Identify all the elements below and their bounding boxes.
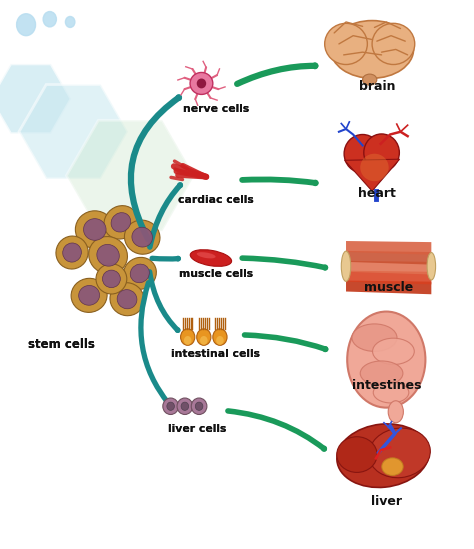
Polygon shape [346,281,431,294]
Text: muscle cells: muscle cells [179,269,253,279]
Ellipse shape [97,244,119,266]
Ellipse shape [360,154,389,181]
Ellipse shape [347,312,426,407]
Ellipse shape [325,23,367,64]
Polygon shape [346,251,431,265]
Text: liver: liver [371,495,402,508]
Ellipse shape [111,212,131,232]
Ellipse shape [110,283,144,316]
Polygon shape [19,85,128,179]
Ellipse shape [177,398,192,414]
Ellipse shape [132,227,153,247]
Ellipse shape [83,219,106,240]
Ellipse shape [364,134,399,171]
Ellipse shape [63,243,82,262]
Text: muscle cells: muscle cells [179,269,253,279]
Ellipse shape [190,72,213,94]
Ellipse shape [117,290,137,309]
Text: intestines: intestines [352,379,421,392]
Ellipse shape [427,253,436,280]
Text: nerve cells: nerve cells [182,104,249,114]
Text: brain: brain [358,80,395,93]
Text: heart: heart [358,187,396,200]
Ellipse shape [104,206,138,239]
Circle shape [17,14,36,36]
Ellipse shape [197,329,211,345]
Text: cardiac cells: cardiac cells [178,195,254,205]
Ellipse shape [341,251,351,281]
Ellipse shape [195,402,203,411]
Text: cardiac cells: cardiac cells [178,195,254,205]
Ellipse shape [373,338,414,365]
Ellipse shape [363,74,377,85]
Ellipse shape [130,264,149,283]
Ellipse shape [388,401,403,423]
Polygon shape [346,261,431,274]
Ellipse shape [96,264,127,294]
Text: nerve cells: nerve cells [182,104,249,114]
Ellipse shape [190,250,232,266]
Ellipse shape [123,257,156,289]
Ellipse shape [125,220,160,254]
Text: intestinal cells: intestinal cells [171,349,260,358]
Circle shape [43,12,56,27]
Ellipse shape [373,382,409,403]
Text: liver cells: liver cells [167,424,226,434]
Ellipse shape [197,79,206,88]
Ellipse shape [200,336,208,345]
Polygon shape [0,64,71,134]
Text: muscle: muscle [364,281,413,294]
Polygon shape [345,159,400,191]
Ellipse shape [89,237,128,274]
Ellipse shape [71,278,107,312]
Text: intestinal cells: intestinal cells [171,349,260,358]
Circle shape [65,16,75,27]
Text: stem cells: stem cells [28,338,95,351]
Polygon shape [346,241,431,255]
Ellipse shape [181,402,189,411]
Ellipse shape [331,20,413,78]
Ellipse shape [216,336,224,345]
Ellipse shape [102,270,120,288]
Ellipse shape [181,329,195,345]
Ellipse shape [197,252,216,259]
Polygon shape [66,120,194,231]
Ellipse shape [360,361,403,385]
Ellipse shape [382,458,403,475]
Ellipse shape [56,236,88,269]
Ellipse shape [79,285,100,305]
Ellipse shape [163,398,178,414]
Ellipse shape [75,211,114,248]
Ellipse shape [337,437,377,472]
Ellipse shape [369,428,430,478]
Text: stem cells: stem cells [28,338,95,351]
Polygon shape [346,271,431,284]
Ellipse shape [191,398,207,414]
Text: liver cells: liver cells [167,424,226,434]
Ellipse shape [184,336,191,345]
Ellipse shape [167,402,174,411]
Ellipse shape [372,23,415,64]
Ellipse shape [344,135,381,173]
Ellipse shape [352,324,397,351]
Ellipse shape [337,424,429,488]
Ellipse shape [213,329,227,345]
